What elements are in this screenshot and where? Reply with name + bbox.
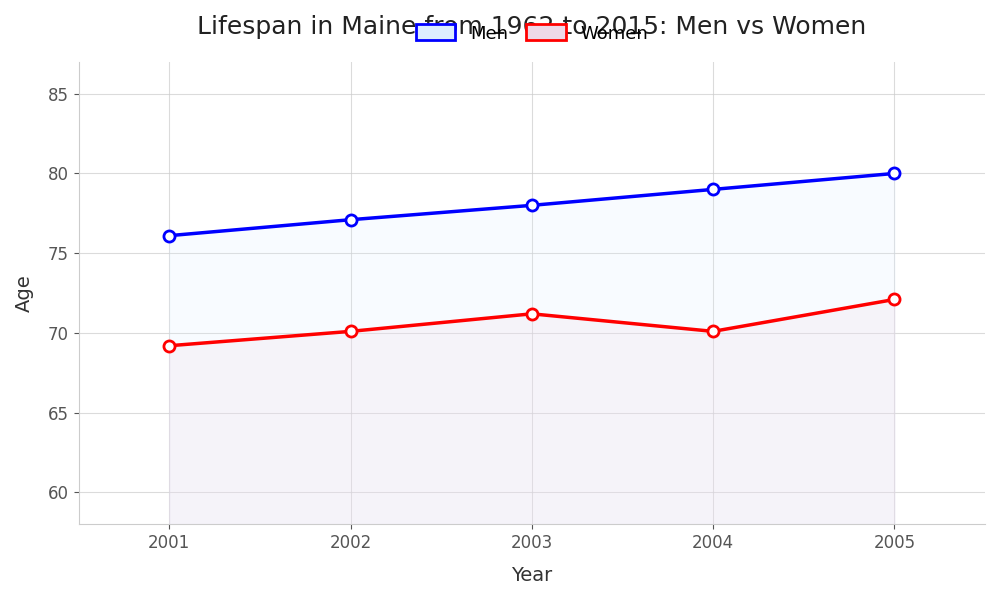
Y-axis label: Age: Age xyxy=(15,274,34,312)
Title: Lifespan in Maine from 1962 to 2015: Men vs Women: Lifespan in Maine from 1962 to 2015: Men… xyxy=(197,15,866,39)
Legend: Men, Women: Men, Women xyxy=(407,15,657,52)
X-axis label: Year: Year xyxy=(511,566,552,585)
